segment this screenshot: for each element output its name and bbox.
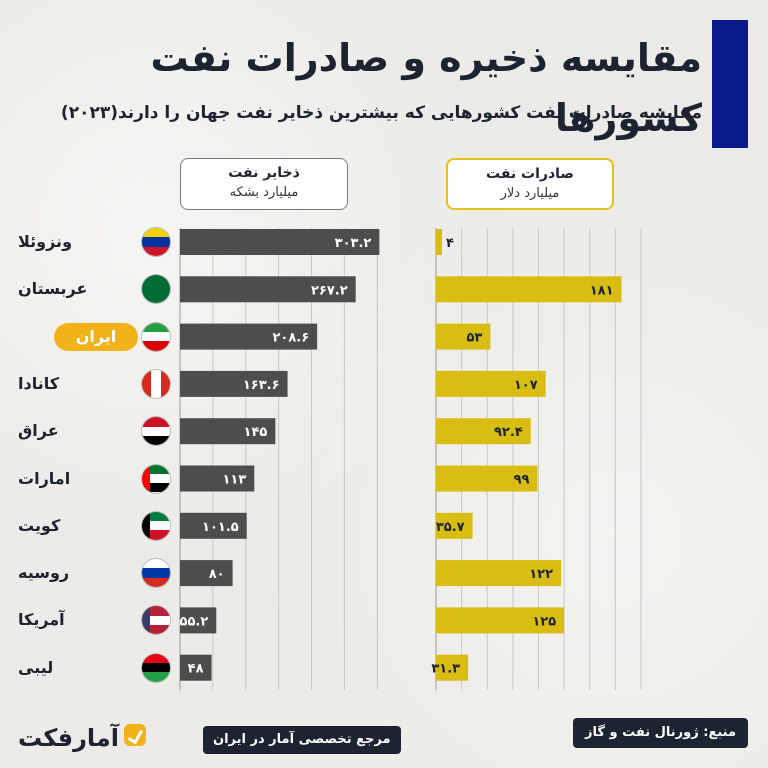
venezuela-flag <box>141 227 171 257</box>
reserves-header: ذخایر نفت میلیارد بشکه <box>180 158 348 210</box>
country-label: آمریکا <box>18 610 65 630</box>
kuwait-flag <box>141 510 171 541</box>
libya-flag <box>141 652 171 683</box>
country-label: امارات <box>18 468 71 488</box>
country-label: کویت <box>18 515 61 535</box>
saudi-flag <box>141 274 171 305</box>
exports-value-label: ۱۸۱ <box>590 283 614 298</box>
country-label: ایران <box>54 322 138 351</box>
country-label: عربستان <box>18 279 88 299</box>
reserves-value-label: ۲۶۷.۲ <box>311 283 348 298</box>
exports-bar <box>436 654 469 681</box>
exports-value-label: ۱۲۲ <box>529 567 553 582</box>
reserves-header-unit: میلیارد بشکه <box>229 185 299 200</box>
exports-bar <box>436 418 531 445</box>
exports-value-label: ۹۲.۴ <box>494 425 523 440</box>
exports-bar <box>436 276 622 303</box>
reserves-header-title: ذخایر نفت <box>228 165 300 181</box>
reserves-bar <box>180 323 318 350</box>
exports-value-label: ۳۵.۷ <box>436 520 465 535</box>
reserves-value-label: ۳۰۳.۲ <box>335 236 372 251</box>
reserves-value-label: ۱۴۵ <box>244 425 268 440</box>
reserves-bar <box>180 465 255 492</box>
iran-flag <box>141 321 171 352</box>
logo: آمارفکت <box>18 724 119 752</box>
exports-bar <box>436 560 562 587</box>
reserves-value-label: ۲۰۸.۶ <box>272 331 309 346</box>
country-label: ونزوئلا <box>18 232 73 251</box>
reserves-bar <box>180 560 233 587</box>
exports-value-label: ۱۲۵ <box>532 614 556 629</box>
exports-value-label: ۵۳ <box>466 331 482 346</box>
reserves-bar <box>180 229 380 255</box>
page-title: مقایسه ذخیره و صادرات نفت کشورها <box>150 36 702 140</box>
country-label: کانادا <box>18 373 60 393</box>
exports-value-label: ۹۹ <box>514 473 530 488</box>
exports-bar <box>436 323 491 350</box>
exports-value-label: ۱۰۷ <box>514 378 538 393</box>
exports-bar <box>436 229 442 255</box>
country-label: روسیه <box>18 563 70 583</box>
reserves-value-label: ۱۶۳.۶ <box>243 378 280 393</box>
reserves-bar <box>180 370 288 397</box>
tagline-badge: مرجع تخصصی آمار در ایران <box>203 726 401 754</box>
reserves-bar <box>180 276 356 303</box>
exports-bar <box>436 607 565 634</box>
reserves-bar <box>180 607 217 634</box>
iraq-flag <box>141 416 171 447</box>
reserves-value-label: ۱۰۱.۵ <box>202 520 239 535</box>
exports-bar <box>436 512 473 539</box>
source-badge: منبع: ژورنال نفت و گاز <box>573 718 748 748</box>
exports-bar <box>436 465 538 492</box>
logo-icon <box>124 724 146 746</box>
reserves-bar <box>180 654 212 681</box>
reserves-value-label: ۵۵.۲ <box>180 614 209 629</box>
country-label: عراق <box>18 421 59 441</box>
exports-value-label: ۳۱.۳ <box>431 662 460 677</box>
reserves-value-label: ۸۰ <box>209 567 225 582</box>
exports-bar <box>436 370 546 397</box>
reserves-bar <box>180 512 247 539</box>
exports-header-unit: میلیارد دلار <box>500 186 560 201</box>
page-subtitle: مقایسه صادرات نفت کشورهایی که بیشترین ذخ… <box>60 103 702 123</box>
reserves-bar <box>180 418 276 445</box>
uae-flag <box>141 463 171 494</box>
country-label: لیبی <box>18 657 54 677</box>
title-accent-bar <box>712 20 748 148</box>
exports-header: صادرات نفت میلیارد دلار <box>446 158 614 210</box>
reserves-value-label: ۱۱۳ <box>222 473 246 488</box>
reserves-value-label: ۴۸ <box>188 662 204 677</box>
canada-flag <box>141 368 171 399</box>
russia-flag <box>141 558 171 589</box>
exports-value-label: ۴ <box>446 236 454 251</box>
exports-header-title: صادرات نفت <box>486 166 574 182</box>
usa-flag <box>141 605 171 636</box>
